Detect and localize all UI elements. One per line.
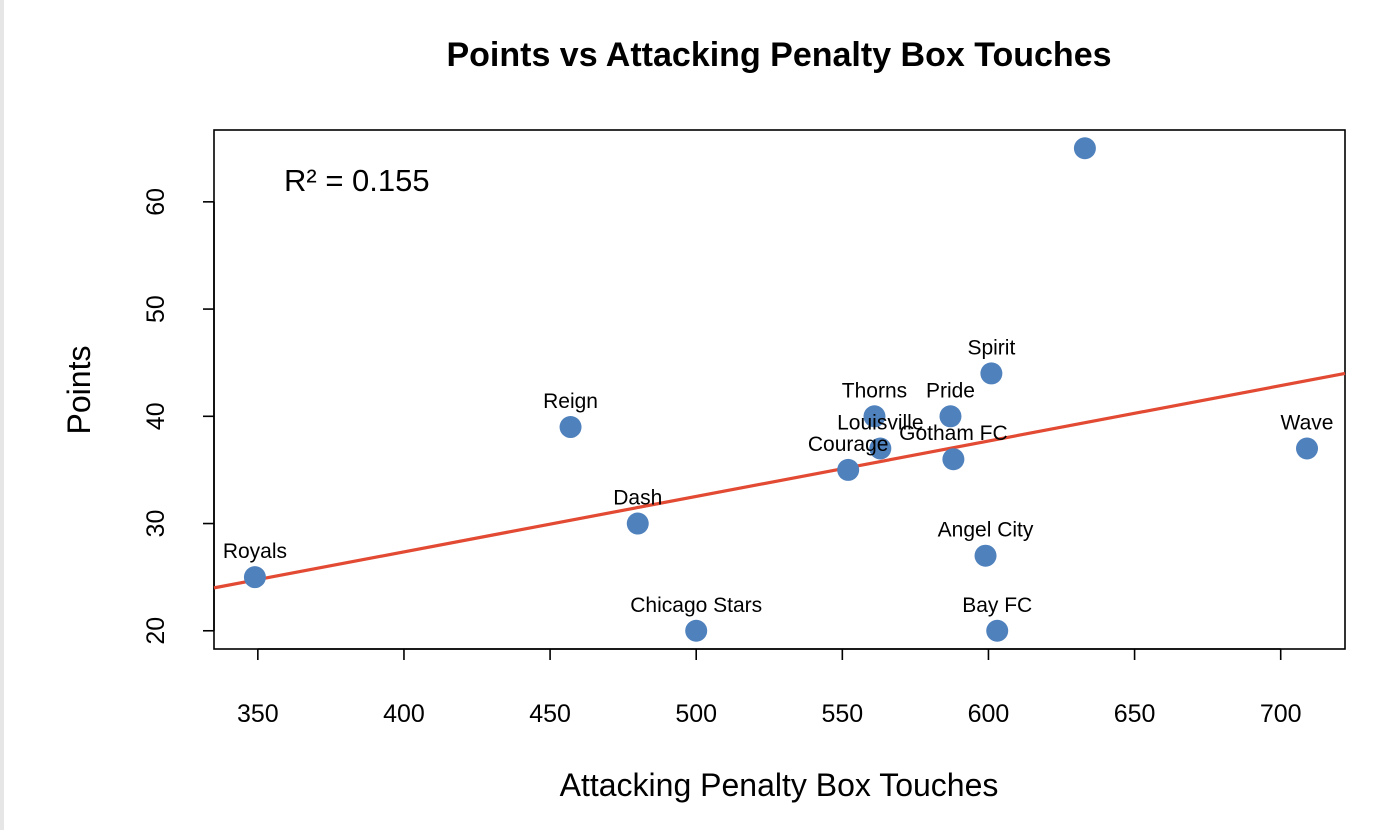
x-axis-title: Attacking Penalty Box Touches	[560, 767, 999, 803]
r-squared-annotation: R² = 0.155	[284, 163, 430, 198]
data-point	[939, 405, 962, 428]
y-tick-label: 20	[142, 617, 170, 645]
window-edge	[0, 0, 4, 830]
data-point	[1296, 437, 1319, 460]
x-tick-label: 650	[1114, 700, 1156, 728]
point-label: Spirit	[967, 336, 1015, 359]
data-point	[869, 437, 892, 460]
trend-line	[213, 371, 1346, 590]
point-label: Bay FC	[962, 594, 1032, 617]
point-label: Wave	[1281, 411, 1334, 434]
point-label: Thorns	[842, 379, 907, 402]
point-label: Courage	[808, 433, 889, 456]
data-point	[942, 448, 965, 471]
y-axis: 20 30 40 50 60	[142, 188, 215, 645]
data-point	[1073, 137, 1096, 160]
data-point	[243, 566, 266, 589]
data-point	[626, 512, 649, 535]
point-label: Gotham FC	[899, 422, 1008, 445]
chart-title: Points vs Attacking Penalty Box Touches	[446, 36, 1111, 74]
data-point	[980, 362, 1003, 385]
y-axis-title: Points	[61, 346, 97, 435]
data-point	[986, 619, 1009, 642]
data-point	[559, 416, 582, 439]
point-label: Dash	[613, 487, 662, 510]
point-labels-layer: Royals Reign Dash Chicago Stars Courage Thorn…	[223, 336, 1334, 616]
data-point	[974, 544, 997, 567]
data-point	[863, 405, 886, 428]
data-point	[837, 458, 860, 481]
points-layer	[243, 137, 1319, 642]
y-tick-label: 60	[142, 188, 170, 216]
x-axis: 350 400 450 500 550 600 650 700	[237, 648, 1302, 728]
x-tick-label: 700	[1260, 700, 1302, 728]
y-tick-label: 40	[142, 402, 170, 430]
x-tick-label: 500	[675, 700, 717, 728]
x-tick-label: 450	[529, 700, 571, 728]
point-label: Reign	[543, 390, 598, 413]
data-point	[685, 619, 708, 642]
y-tick-label: 50	[142, 295, 170, 323]
x-tick-label: 600	[968, 700, 1010, 728]
x-tick-label: 400	[383, 700, 425, 728]
point-label: Angel City	[938, 519, 1034, 542]
point-label: Pride	[926, 379, 975, 402]
point-label: Chicago Stars	[630, 594, 762, 617]
x-tick-label: 350	[237, 700, 279, 728]
point-label: Louisville	[837, 411, 923, 434]
y-tick-label: 30	[142, 510, 170, 538]
point-label: Royals	[223, 540, 287, 563]
plot-area-border	[213, 129, 1346, 650]
x-tick-label: 550	[821, 700, 863, 728]
